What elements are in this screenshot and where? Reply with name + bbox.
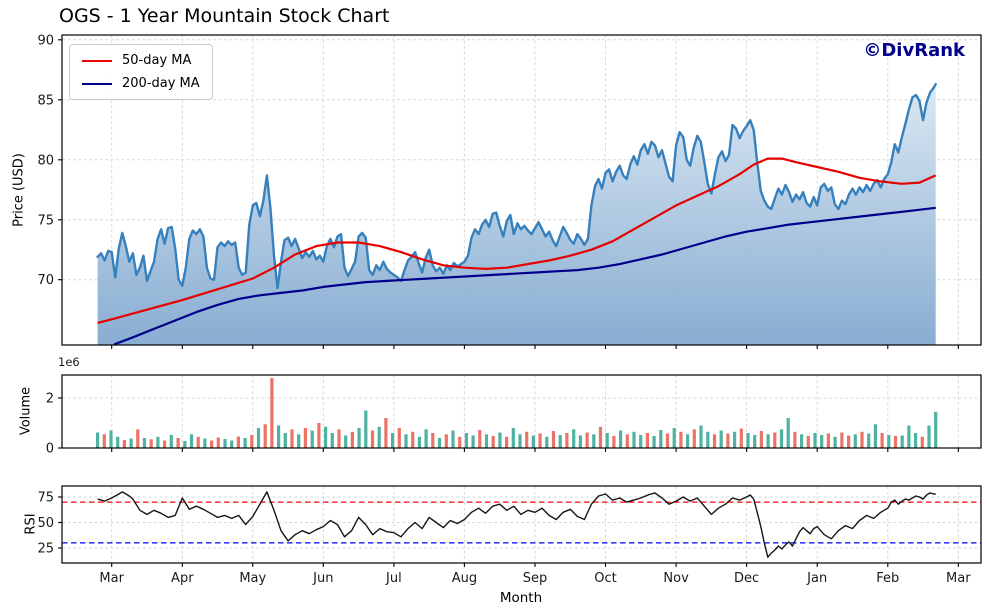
rsi-axis-label: RSI [23,513,39,535]
svg-text:70: 70 [37,273,54,288]
svg-text:Aug: Aug [452,571,477,586]
legend-label-200dma: 200-day MA [122,76,200,91]
svg-text:80: 80 [37,153,54,168]
svg-text:2: 2 [46,392,54,407]
ma200-line [113,206,936,346]
svg-text:Jan: Jan [806,571,827,586]
legend-label-50dma: 50-day MA [122,53,192,68]
legend: 50-day MA 200-day MA [69,44,213,100]
svg-text:Oct: Oct [594,571,616,586]
rsi-line [97,491,936,558]
volume-scale-offset: 1e6 [58,355,80,369]
svg-text:Feb: Feb [876,571,899,586]
price-axis-label: Price (USD) [11,153,27,227]
svg-text:Nov: Nov [663,571,689,586]
axes-spines [61,34,982,564]
legend-item-50dma: 50-day MA [82,53,200,68]
ma50-line [97,157,937,324]
volume-bars [96,378,938,449]
svg-text:Jul: Jul [385,571,402,586]
svg-text:25: 25 [37,542,54,557]
x-axis-label: Month [499,590,543,606]
svg-text:85: 85 [37,93,54,108]
legend-line-200dma-icon [82,82,112,85]
svg-text:Dec: Dec [734,571,759,586]
svg-text:Apr: Apr [171,571,194,586]
svg-text:50: 50 [37,516,54,531]
volume-axis-label: Volume [18,386,34,436]
svg-text:Mar: Mar [99,571,124,586]
tick-marks [58,39,959,567]
gridlines [62,486,981,563]
svg-text:75: 75 [37,491,54,506]
legend-item-200dma: 200-day MA [82,76,200,91]
divrank-watermark: ©DivRank [863,40,965,61]
svg-text:0: 0 [46,442,54,457]
svg-text:90: 90 [37,33,54,48]
svg-text:Mar: Mar [946,571,971,586]
legend-line-50dma-icon [82,59,112,62]
svg-text:75: 75 [37,213,54,228]
price-area-series [96,82,937,345]
svg-text:Jun: Jun [312,571,333,586]
svg-text:Sep: Sep [523,571,548,586]
chart-title: OGS - 1 Year Mountain Stock Chart [59,5,390,27]
svg-text:May: May [239,571,266,586]
tick-labels: 70 75 80 85 90 0 2 25 50 75 Mar Apr May Jun Jul Aug Sep O… [37,33,971,586]
